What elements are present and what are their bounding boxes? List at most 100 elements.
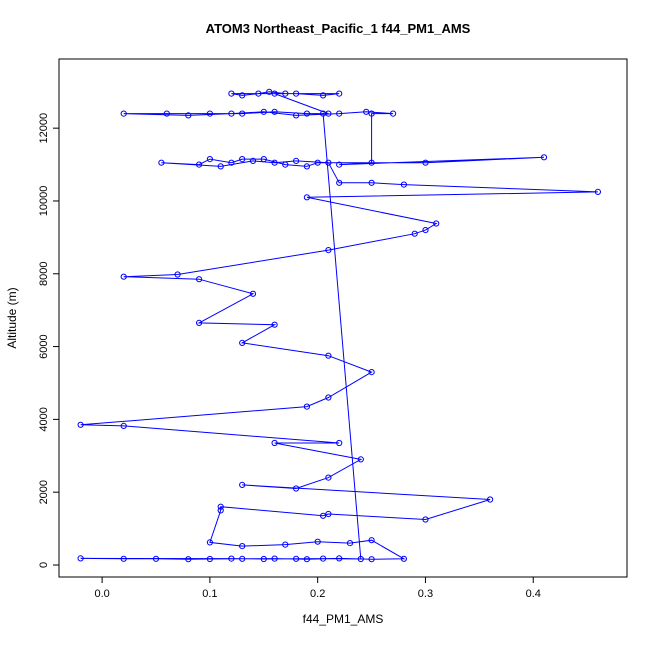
data-point-marker: [303, 110, 310, 117]
data-point-marker: [336, 110, 343, 117]
data-point-marker: [303, 403, 310, 410]
data-point-marker: [260, 156, 267, 163]
data-point-marker: [239, 555, 246, 562]
data-point-marker: [239, 339, 246, 346]
data-point-marker: [282, 541, 289, 548]
data-point-marker: [196, 276, 203, 283]
data-point-marker: [357, 555, 364, 563]
data-point-marker: [206, 555, 213, 563]
data-point-marker: [293, 90, 300, 97]
data-series: [77, 88, 602, 563]
data-point-marker: [336, 439, 343, 447]
data-point-marker: [217, 163, 224, 170]
data-point-marker: [196, 161, 203, 168]
data-point-marker: [314, 538, 321, 545]
data-point-marker: [120, 422, 127, 429]
data-point-marker: [271, 90, 278, 97]
data-point-marker: [206, 156, 213, 163]
data-point-marker: [594, 188, 602, 195]
data-point-marker: [363, 108, 370, 115]
data-point-marker: [271, 555, 278, 562]
y-tick-label: 10000: [38, 186, 50, 217]
data-point-marker: [293, 112, 300, 119]
data-point-marker: [422, 227, 429, 234]
data-point-marker: [325, 247, 332, 254]
data-point-marker: [303, 556, 310, 563]
data-point-marker: [411, 230, 418, 237]
data-point-marker: [271, 108, 278, 115]
data-point-marker: [336, 179, 343, 186]
data-point-marker: [320, 92, 327, 99]
data-point-marker: [325, 510, 332, 518]
data-point-marker: [228, 90, 235, 97]
data-point-marker: [325, 394, 332, 401]
data-point-marker: [433, 220, 440, 227]
x-tick-label: 0.3: [418, 588, 433, 600]
y-tick-label: 6000: [38, 334, 50, 358]
data-point-marker: [239, 481, 246, 488]
x-tick-label: 0.1: [202, 588, 217, 600]
data-point-marker: [400, 555, 407, 562]
data-point-marker: [249, 157, 257, 164]
y-tick-label: 12000: [38, 113, 50, 144]
y-tick-label: 2000: [38, 480, 50, 504]
y-axis-label: Altitude (m): [5, 287, 19, 348]
data-point-marker: [368, 537, 375, 544]
y-tick-label: 8000: [38, 262, 50, 286]
data-point-marker: [77, 555, 84, 562]
data-point-marker: [320, 512, 327, 519]
x-tick-label: 0.2: [310, 588, 325, 600]
data-point-marker: [239, 110, 246, 117]
data-point-marker: [368, 159, 375, 166]
data-point-marker: [320, 110, 327, 117]
data-point-marker: [228, 110, 235, 117]
data-point-marker: [325, 352, 332, 359]
data-point-marker: [266, 88, 273, 95]
data-point-marker: [303, 163, 310, 170]
x-axis-label: f44_PM1_AMS: [303, 612, 384, 626]
plot-box: [58, 58, 628, 578]
data-point-marker: [120, 555, 127, 562]
data-point-marker: [120, 110, 127, 117]
data-point-marker: [368, 369, 375, 376]
data-point-marker: [77, 421, 84, 428]
data-point-marker: [249, 290, 257, 297]
data-point-marker: [228, 159, 235, 166]
data-point-marker: [540, 154, 548, 161]
data-point-marker: [282, 161, 289, 168]
x-tick-label: 0.0: [94, 588, 109, 600]
y-tick-label: 4000: [38, 407, 50, 431]
data-point-marker: [120, 273, 127, 280]
data-point-marker: [174, 271, 181, 278]
data-point-marker: [336, 90, 343, 97]
data-point-marker: [158, 159, 165, 166]
data-point-marker: [271, 439, 278, 447]
y-tick-label: 0: [38, 562, 50, 568]
chart-title: ATOM3 Northeast_Pacific_1 f44_PM1_AMS: [206, 21, 471, 36]
data-point-marker: [325, 159, 332, 166]
data-point-marker: [239, 543, 246, 550]
data-point-marker: [239, 156, 246, 163]
data-point-marker: [303, 194, 310, 201]
data-point-marker: [346, 540, 354, 547]
data-point-marker: [260, 555, 267, 563]
data-point-marker: [368, 110, 375, 117]
data-point-marker: [228, 555, 235, 562]
data-point-marker: [422, 516, 429, 523]
x-tick-label: 0.4: [526, 588, 541, 600]
data-point-marker: [314, 159, 321, 166]
data-point-marker: [217, 503, 224, 510]
data-point-marker: [152, 555, 160, 562]
data-point-marker: [487, 496, 494, 503]
data-point-marker: [217, 507, 224, 514]
data-point-marker: [422, 159, 429, 166]
data-point-marker: [325, 474, 332, 481]
data-point-marker: [357, 456, 364, 463]
data-point-marker: [271, 159, 278, 166]
data-point-marker: [185, 112, 192, 119]
data-point-marker: [320, 555, 327, 562]
data-point-marker: [255, 90, 262, 97]
data-point-marker: [163, 110, 170, 117]
data-point-marker: [206, 110, 213, 117]
